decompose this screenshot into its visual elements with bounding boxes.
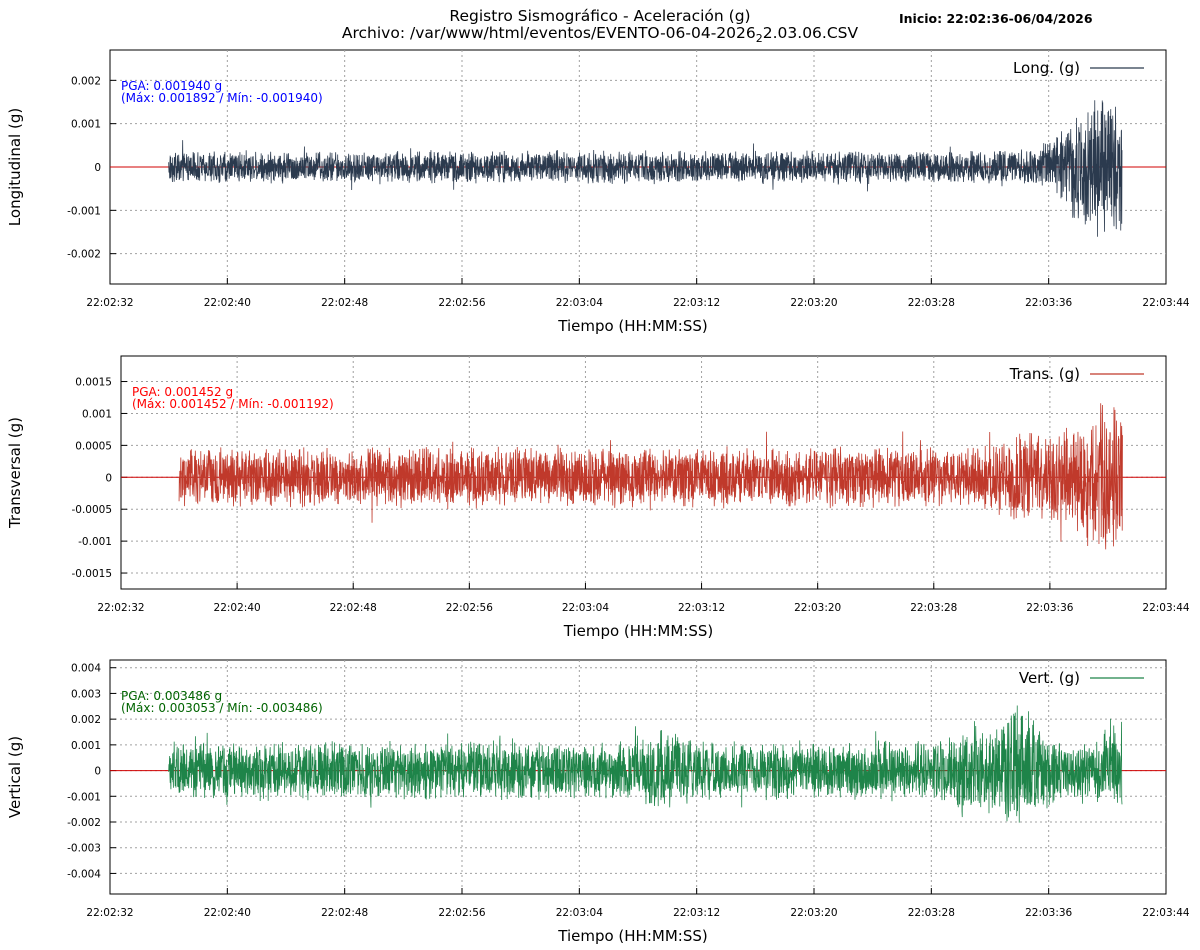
y-tick-label: -0.001 (67, 205, 101, 217)
x-tick-label: 22:03:28 (910, 602, 957, 614)
x-tick-label: 22:03:44 (1142, 907, 1189, 919)
pga-annotation: PGA: 0.003486 g (121, 689, 222, 703)
file-path-label: Archivo: /var/www/html/eventos/EVENTO-06… (0, 24, 1200, 48)
x-tick-label: 22:02:48 (330, 602, 377, 614)
x-axis-label: Tiempo (HH:MM:SS) (557, 927, 707, 945)
y-tick-label: 0.0015 (75, 377, 112, 389)
x-tick-label: 22:03:20 (794, 602, 841, 614)
x-tick-label: 22:03:36 (1025, 907, 1072, 919)
x-tick-label: 22:03:28 (908, 297, 955, 309)
x-tick-label: 22:03:12 (673, 297, 720, 309)
x-tick-label: 22:02:56 (446, 602, 493, 614)
panel-trans: 22:02:32 22:02:40 22:02:48 22:02:56 22:03:04… (6, 355, 1190, 640)
y-tick-label: 0.002 (71, 714, 101, 726)
range-annotation: (Máx: 0.003053 / Mín: -0.003486) (121, 701, 323, 715)
pga-annotation: PGA: 0.001452 g (132, 385, 233, 399)
y-tick-label: 0 (94, 766, 101, 778)
x-tick-label: 22:02:56 (438, 907, 485, 919)
legend-label: Long. (g) (1013, 59, 1080, 77)
y-axis-label: Vertical (g) (6, 736, 24, 818)
chart-title: Registro Sismográfico - Aceleración (g) (449, 7, 751, 25)
x-tick-label: 22:02:40 (204, 907, 251, 919)
x-axis-label: Tiempo (HH:MM:SS) (557, 317, 707, 335)
x-tick-label: 22:03:36 (1025, 297, 1072, 309)
x-tick-label: 22:03:44 (1142, 602, 1189, 614)
x-tick-label: 22:03:04 (556, 907, 603, 919)
y-tick-label: -0.001 (67, 791, 101, 803)
series-long-waveform (168, 100, 1123, 237)
start-time-label: Inicio: 22:02:36-06/04/2026 (899, 11, 1093, 26)
x-tick-label: 22:03:04 (562, 602, 609, 614)
range-annotation: (Máx: 0.001452 / Mín: -0.001192) (132, 397, 334, 411)
y-tick-label: 0.004 (71, 663, 101, 675)
y-tick-label: 0.002 (71, 75, 101, 87)
x-tick-label: 22:02:48 (321, 907, 368, 919)
y-axis-label: Longitudinal (g) (6, 108, 24, 226)
x-tick-label: 22:02:56 (438, 297, 485, 309)
panel-long: 22:02:32 22:02:40 22:02:48 22:02:56 22:03:04… (6, 49, 1190, 335)
x-axis-label: Tiempo (HH:MM:SS) (563, 622, 713, 640)
y-tick-label: -0.002 (67, 817, 101, 829)
pga-annotation: PGA: 0.001940 g (121, 79, 222, 93)
y-tick-label: 0 (105, 472, 112, 484)
x-tick-label: 22:03:20 (790, 907, 837, 919)
panel-vert: 22:02:32 22:02:40 22:02:48 22:02:56 22:03:04… (6, 659, 1190, 945)
x-tick-label: 22:03:28 (908, 907, 955, 919)
y-tick-label: 0.001 (71, 740, 101, 752)
y-axis-label: Transversal (g) (6, 417, 24, 529)
series-trans-waveform (178, 403, 1123, 550)
y-tick-label: -0.004 (67, 868, 101, 880)
y-tick-label: -0.003 (67, 843, 101, 855)
file-path-suffix: 2.03.06.CSV (762, 24, 859, 42)
x-tick-label: 22:02:40 (204, 297, 251, 309)
y-tick-label: 0.003 (71, 688, 101, 700)
range-annotation: (Máx: 0.001892 / Mín: -0.001940) (121, 91, 323, 105)
x-tick-label: 22:02:32 (86, 907, 133, 919)
x-tick-label: 22:03:44 (1142, 297, 1189, 309)
y-tick-label: -0.001 (78, 536, 112, 548)
x-tick-label: 22:03:12 (673, 907, 720, 919)
y-tick-label: -0.0005 (71, 504, 112, 516)
y-tick-label: -0.0015 (71, 568, 112, 580)
legend-label: Trans. (g) (1009, 365, 1080, 383)
file-path-subscript: 2 (755, 32, 763, 46)
x-tick-label: 22:03:20 (790, 297, 837, 309)
x-tick-label: 22:02:32 (97, 602, 144, 614)
x-tick-label: 22:03:12 (678, 602, 725, 614)
y-tick-label: -0.002 (67, 249, 101, 261)
y-tick-label: 0 (94, 162, 101, 174)
x-tick-label: 22:03:36 (1026, 602, 1073, 614)
x-tick-label: 22:03:04 (556, 297, 603, 309)
y-tick-label: 0.0005 (75, 440, 112, 452)
file-path-prefix: Archivo: /var/www/html/eventos/EVENTO-06… (341, 24, 756, 42)
series-vert-waveform (168, 705, 1123, 823)
y-tick-label: 0.001 (82, 408, 112, 420)
x-tick-label: 22:02:40 (214, 602, 261, 614)
y-tick-label: 0.001 (71, 119, 101, 131)
legend-label: Vert. (g) (1019, 669, 1080, 687)
x-tick-label: 22:02:32 (86, 297, 133, 309)
x-tick-label: 22:02:48 (321, 297, 368, 309)
